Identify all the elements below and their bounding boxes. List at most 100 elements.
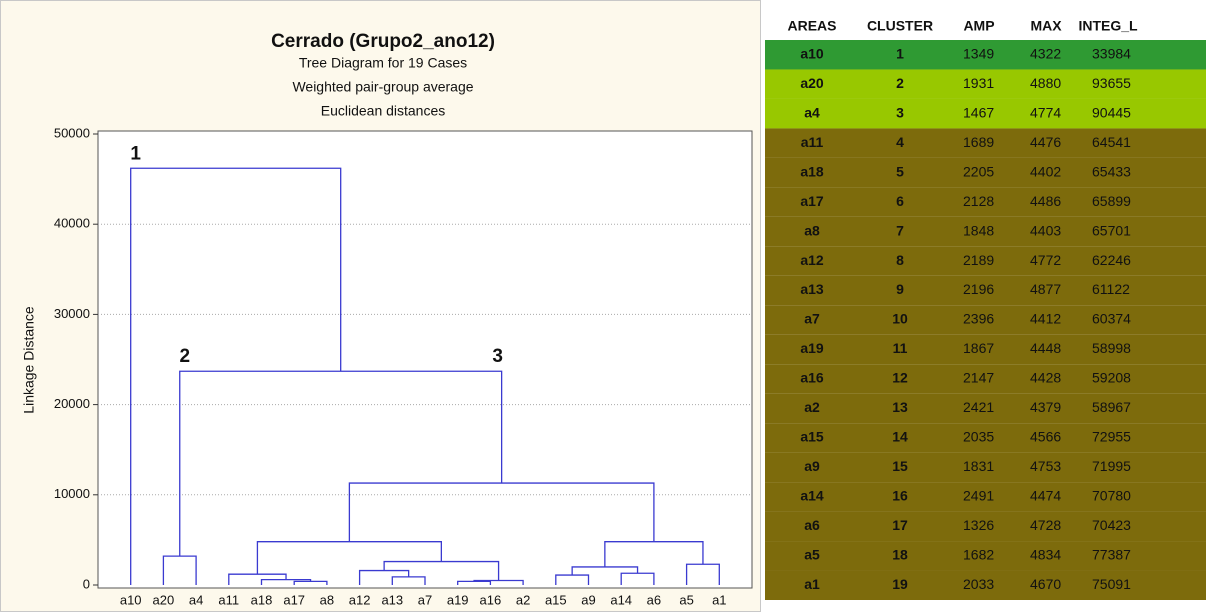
table-cell: a17 xyxy=(800,193,824,209)
table-cell: 65899 xyxy=(1092,193,1131,209)
table-cell: 65701 xyxy=(1092,222,1131,238)
table-cell: a13 xyxy=(800,281,824,297)
table-cell: 19 xyxy=(892,576,908,592)
chart-title: Cerrado (Grupo2_ano12) xyxy=(271,31,495,52)
table-cell: 4428 xyxy=(1030,370,1061,386)
table-row xyxy=(765,423,1206,453)
table-cell: 9 xyxy=(896,281,904,297)
dendrogram-link xyxy=(130,167,342,585)
y-tick-label: 20000 xyxy=(54,396,90,411)
table-cell: 58967 xyxy=(1092,399,1131,415)
x-tick-label: a4 xyxy=(189,592,203,607)
table-cell: 7 xyxy=(896,222,904,238)
column-header: MAX xyxy=(1030,18,1062,34)
table-cell: 59208 xyxy=(1092,370,1131,386)
table-cell: a14 xyxy=(800,488,824,504)
table-row xyxy=(765,40,1206,70)
table-cell: 1349 xyxy=(963,45,994,61)
table-cell: 3 xyxy=(896,104,904,120)
table-cell: 1831 xyxy=(963,458,994,474)
y-tick-label: 50000 xyxy=(54,125,90,140)
column-header: AREAS xyxy=(787,18,836,34)
table-cell: a6 xyxy=(804,517,820,533)
table-row xyxy=(765,364,1206,394)
table-cell: 1682 xyxy=(963,546,994,562)
table-cell: 4877 xyxy=(1030,281,1061,297)
column-header: CLUSTER xyxy=(867,18,933,34)
table-cell: 4403 xyxy=(1030,222,1061,238)
y-tick-label: 30000 xyxy=(54,306,90,321)
table-cell: a11 xyxy=(801,134,824,150)
table-cell: a16 xyxy=(800,370,824,386)
table-cell: a20 xyxy=(800,75,824,91)
table-cell: 6 xyxy=(896,193,904,209)
x-tick-label: a6 xyxy=(647,592,661,607)
table-cell: 14 xyxy=(892,429,908,445)
table-cell: a12 xyxy=(800,252,824,268)
table-cell: 13 xyxy=(892,399,908,415)
table-row xyxy=(765,452,1206,483)
table-cell: 75091 xyxy=(1092,576,1131,592)
table-row xyxy=(765,187,1206,217)
table-cell: a18 xyxy=(800,163,824,179)
x-tick-label: a10 xyxy=(120,592,142,607)
x-tick-label: a17 xyxy=(283,592,305,607)
table-cell: 1689 xyxy=(963,134,994,150)
x-tick-label: a12 xyxy=(349,592,371,607)
table-cell: 2421 xyxy=(963,399,994,415)
table-row xyxy=(765,128,1206,158)
column-header: AMP xyxy=(963,18,994,34)
table-cell: 2189 xyxy=(963,252,994,268)
table-cell: 4880 xyxy=(1030,75,1061,91)
table-cell: 70780 xyxy=(1092,488,1131,504)
table-cell: 17 xyxy=(892,517,908,533)
table-cell: 77387 xyxy=(1092,546,1131,562)
cluster-annotation: 1 xyxy=(130,143,141,164)
subtitle: Tree Diagram for 19 Cases xyxy=(299,55,467,71)
table-cell: 5 xyxy=(896,163,904,179)
table-cell: 2035 xyxy=(963,429,994,445)
table-row xyxy=(765,216,1206,247)
x-tick-label: a19 xyxy=(447,592,469,607)
table-cell: 4486 xyxy=(1030,193,1061,209)
table-cell: 93655 xyxy=(1092,75,1131,91)
x-tick-label: a7 xyxy=(418,592,432,607)
x-tick-label: a2 xyxy=(516,592,530,607)
table-cell: 65433 xyxy=(1092,163,1131,179)
table-cell: 1931 xyxy=(963,75,994,91)
table-row xyxy=(765,482,1206,512)
table-row xyxy=(765,98,1206,129)
table-cell: 4476 xyxy=(1030,134,1061,150)
table-row xyxy=(765,69,1206,99)
table-cell: 4753 xyxy=(1030,458,1061,474)
subtitle: Weighted pair-group average xyxy=(292,79,473,95)
table-cell: 2 xyxy=(896,75,904,91)
table-cell: 4670 xyxy=(1030,576,1061,592)
table-cell: 1 xyxy=(896,45,904,61)
table-cell: a5 xyxy=(804,546,820,562)
table-cell: 62246 xyxy=(1092,252,1131,268)
table-cell: 4834 xyxy=(1030,546,1061,562)
table-cell: 1467 xyxy=(963,104,994,120)
table-cell: 4402 xyxy=(1030,163,1061,179)
x-tick-label: a1 xyxy=(712,592,726,607)
x-tick-label: a20 xyxy=(153,592,175,607)
column-header: INTEG_L xyxy=(1078,18,1138,34)
y-tick-label: 10000 xyxy=(54,486,90,501)
table-cell: 2491 xyxy=(963,488,994,504)
table-cell: 4322 xyxy=(1030,45,1061,61)
table-cell: 64541 xyxy=(1092,134,1131,150)
table-cell: 1326 xyxy=(963,517,994,533)
y-axis-label: Linkage Distance xyxy=(21,306,37,414)
table-cell: 2128 xyxy=(963,193,994,209)
table-cell: 4728 xyxy=(1030,517,1061,533)
y-tick-label: 40000 xyxy=(54,216,90,231)
table-cell: a2 xyxy=(804,399,820,415)
table-cell: 15 xyxy=(892,458,908,474)
table-cell: 33984 xyxy=(1092,45,1131,61)
table-row xyxy=(765,511,1206,542)
table-cell: 4 xyxy=(896,134,904,150)
table-row xyxy=(765,334,1206,365)
table-cell: 10 xyxy=(892,311,908,327)
